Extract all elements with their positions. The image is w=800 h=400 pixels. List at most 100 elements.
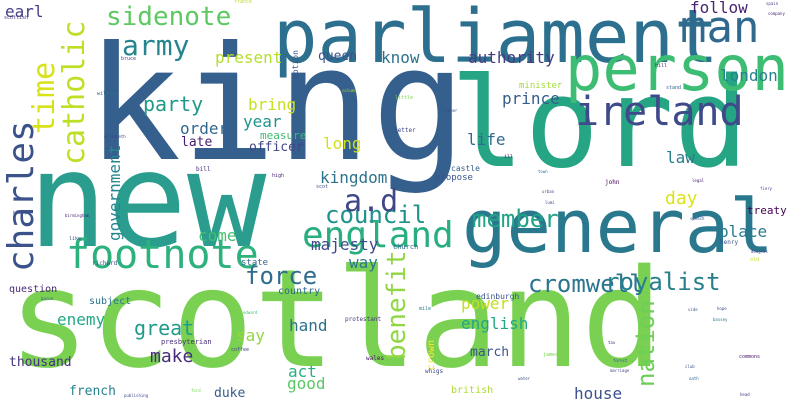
word-new: new xyxy=(28,124,267,278)
word-richard: richard xyxy=(92,260,118,267)
word-majesty: majesty xyxy=(311,235,379,254)
word-bruce: bruce xyxy=(121,56,137,62)
word-number: number xyxy=(443,108,458,113)
word-water: water xyxy=(518,376,531,381)
word-nation: nation xyxy=(632,300,660,387)
word-government: government xyxy=(105,144,124,241)
word-john: john xyxy=(605,179,620,186)
word-stand: stand xyxy=(666,85,682,91)
word-prince: prince xyxy=(502,89,560,108)
word-elizabeth: elizabeth xyxy=(104,134,126,139)
word-enemy: enemy xyxy=(57,310,106,329)
word-law: law xyxy=(666,148,695,167)
word-treaty: treaty xyxy=(747,204,787,217)
word-french: french xyxy=(69,384,116,399)
word-column: column xyxy=(342,88,357,93)
word-bassey: bassey xyxy=(713,317,728,322)
word-marriage: marriage xyxy=(610,368,630,373)
word-bring: bring xyxy=(248,95,297,114)
word-urban: urban xyxy=(542,189,555,194)
word-question: question xyxy=(9,284,58,295)
word-james: james xyxy=(543,352,559,358)
word-hill: hill xyxy=(655,63,668,69)
word-head: head xyxy=(740,392,750,397)
word-catholic: catholic xyxy=(57,20,92,166)
word-vide: vide xyxy=(688,307,698,312)
word-propose: propose xyxy=(435,173,473,183)
word-wales: wales xyxy=(366,355,385,362)
word-present: present xyxy=(215,48,283,67)
word-castle: castle xyxy=(451,164,480,173)
word-crown: crown xyxy=(426,339,437,370)
word-william: william xyxy=(97,91,119,97)
word-old: old xyxy=(750,257,760,263)
word-man: man xyxy=(680,2,760,53)
word-state: state xyxy=(241,258,269,268)
word-bill: bill xyxy=(196,166,211,173)
word-way: way xyxy=(349,253,378,272)
word-presbyterian: presbyterian xyxy=(161,338,212,346)
word-publishing: publishing xyxy=(124,393,149,398)
word-hope: hope xyxy=(717,306,727,311)
word-power: power xyxy=(461,294,510,313)
word-edward: edward xyxy=(243,310,258,315)
word-act: act xyxy=(288,362,317,381)
word-place: place xyxy=(719,222,768,241)
word-day: day xyxy=(665,188,698,209)
word-mile: mile xyxy=(419,306,432,312)
word-legal: legal xyxy=(692,178,705,183)
word-march: march xyxy=(470,345,510,360)
word-country: country xyxy=(278,286,321,297)
word-time: time xyxy=(27,61,62,134)
word-house: house xyxy=(574,384,623,400)
word-council: council xyxy=(325,201,427,229)
word-tax: tax xyxy=(608,340,616,345)
word-england: england xyxy=(302,215,454,256)
word-scot: scot xyxy=(316,184,329,190)
word-queen: queen xyxy=(318,49,358,64)
word-little: little xyxy=(395,95,414,101)
word-benefit: benefit xyxy=(382,250,412,360)
word-ireland: ireland xyxy=(575,89,744,135)
word-year: year xyxy=(243,112,282,131)
word-company: company xyxy=(768,11,785,16)
word-whigs: whigs xyxy=(425,368,444,375)
word-henry: henry xyxy=(720,239,739,246)
word-bacon: bacon xyxy=(41,296,54,301)
word-follow: follow xyxy=(690,0,748,17)
word-subject: subject xyxy=(89,296,132,307)
word-officer: officer xyxy=(249,140,304,155)
word-long: long xyxy=(323,134,362,153)
word-late: late xyxy=(181,135,213,150)
word-birmingham: birmingham xyxy=(65,213,90,218)
word-club: club xyxy=(685,364,695,369)
word-british: british xyxy=(451,385,494,396)
word-good: good xyxy=(287,374,326,393)
word-ill: ill xyxy=(504,154,514,160)
word-protestant: protestant xyxy=(345,316,382,323)
word-parliament: parliament xyxy=(273,0,719,80)
word-authority: authority xyxy=(468,48,555,67)
word-kingdom: kingdom xyxy=(320,168,388,187)
word-party: party xyxy=(143,92,204,116)
word-cromwell: cromwell xyxy=(528,270,644,298)
word-forest: forest xyxy=(613,358,628,363)
word-motion: motion xyxy=(291,50,300,79)
word-sidenote: sidenote xyxy=(106,2,232,32)
word-life: life xyxy=(467,130,506,149)
word-douglas: douglas xyxy=(751,249,768,254)
word-speech: speech xyxy=(690,216,705,221)
word-letter: letter xyxy=(394,127,416,134)
word-general: general xyxy=(462,184,774,270)
word-scotland: scotland xyxy=(8,241,664,399)
word-great: great xyxy=(134,316,195,340)
word-coffee: coffee xyxy=(231,347,250,353)
word-ford: ford xyxy=(191,388,201,393)
word-order: order xyxy=(180,119,229,138)
word-measure: measure xyxy=(260,129,307,142)
word-hand: hand xyxy=(289,316,328,335)
word-like: like xyxy=(69,236,82,242)
word-footnote: footnote xyxy=(66,232,259,278)
word-king: king xyxy=(86,13,467,197)
